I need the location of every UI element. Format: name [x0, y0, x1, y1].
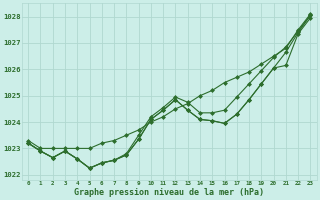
X-axis label: Graphe pression niveau de la mer (hPa): Graphe pression niveau de la mer (hPa) [74, 188, 264, 197]
